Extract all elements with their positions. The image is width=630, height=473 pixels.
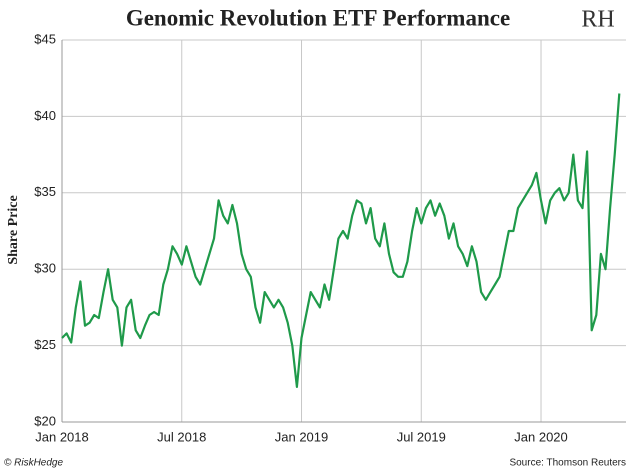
x-tick-label: Jul 2019 xyxy=(397,429,446,444)
x-tick-label: Jan 2020 xyxy=(514,429,568,444)
y-axis-label: Share Price xyxy=(6,195,21,264)
y-tick-label: $20 xyxy=(34,413,56,428)
logo: RH xyxy=(581,7,614,33)
x-tick-label: Jul 2018 xyxy=(157,429,206,444)
y-tick-label: $35 xyxy=(34,184,56,199)
x-tick-label: Jan 2019 xyxy=(275,429,329,444)
y-tick-label: $30 xyxy=(34,261,56,276)
y-tick-label: $40 xyxy=(34,108,56,123)
chart-title: Genomic Revolution ETF Performance xyxy=(126,5,510,30)
x-tick-label: Jan 2018 xyxy=(35,429,89,444)
price-line xyxy=(61,93,621,388)
y-tick-label: $45 xyxy=(34,31,56,46)
footer-right: Source: Thomson Reuters xyxy=(509,458,626,469)
footer-left: © RiskHedge xyxy=(4,458,63,469)
y-tick-label: $25 xyxy=(34,337,56,352)
